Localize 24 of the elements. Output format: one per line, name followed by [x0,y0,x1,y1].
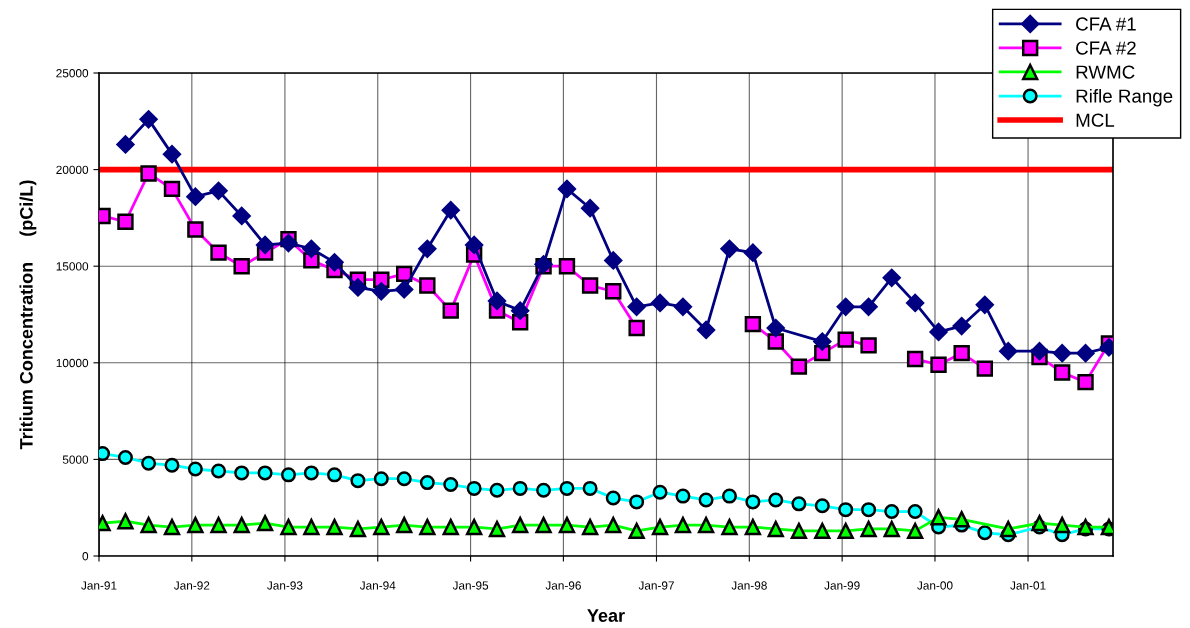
x-tick-label: Jan-94 [359,581,396,590]
y-tick-label: 10000 [56,358,89,368]
x-axis-title: Year [587,609,625,622]
x-tick-label: Jan-95 [452,581,489,590]
x-tick-label: Jan-91 [81,581,117,590]
x-tick-label: Jan-01 [1010,581,1046,590]
y-tick-label: 15000 [56,262,89,271]
y-tick-label: 5000 [62,455,89,464]
legend-label: CFA #2 [1076,41,1136,55]
y-tick-label: 25000 [56,69,89,78]
x-tick-label: Jan-97 [638,581,674,590]
legend-label: Rifle Range [1076,89,1173,107]
x-tick-label: Jan-93 [267,581,303,590]
x-tick-label: Jan-98 [731,581,767,590]
x-tick-label: Jan-96 [545,581,581,590]
x-tick-label: Jan-92 [173,581,210,590]
legend-label: MCL [1076,113,1115,127]
legend-label: RWMC [1076,65,1135,79]
y-axis-title: Tritium Concentration (pCi/L) [19,180,37,450]
x-tick-label: Jan-00 [917,581,953,590]
legend-label: CFA #1 [1076,17,1136,31]
y-tick-label: 0 [82,552,89,561]
x-tick-label: Jan-99 [824,581,860,590]
y-tick-label: 20000 [56,165,89,174]
